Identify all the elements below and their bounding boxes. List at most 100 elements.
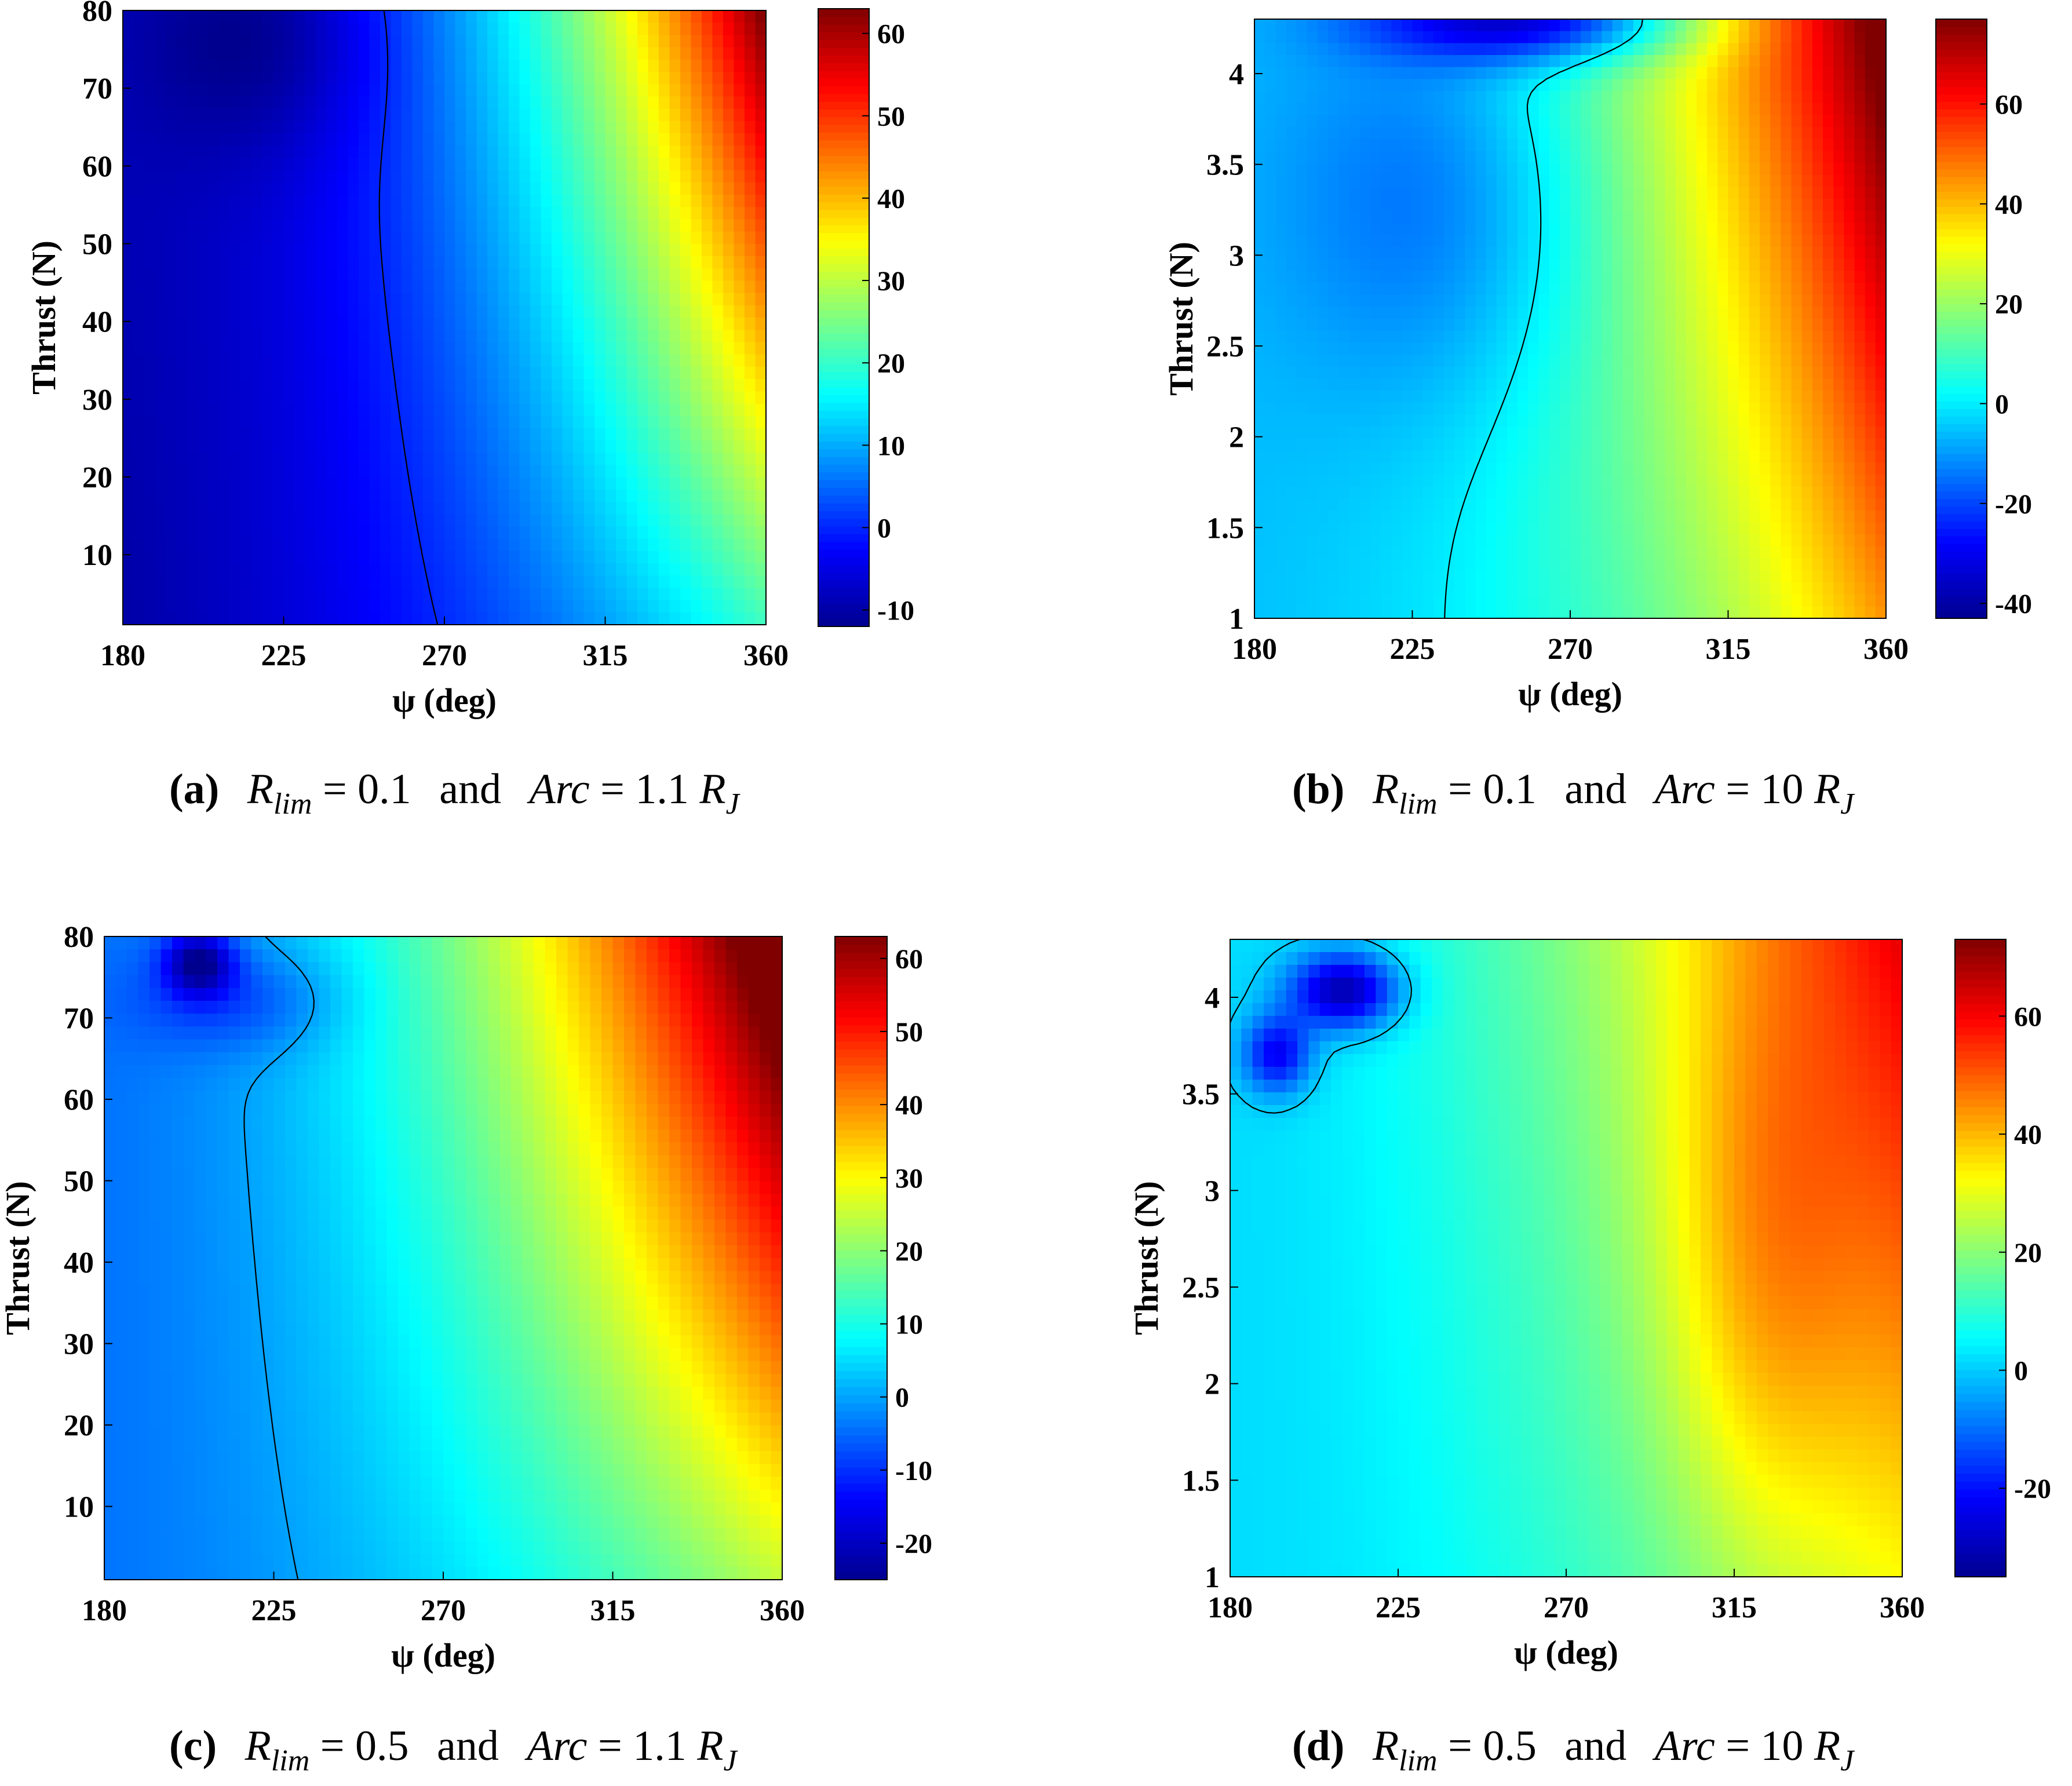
heatmap-cell: [198, 526, 209, 540]
heatmap-cell: [187, 305, 199, 318]
heatmap-cell: [1486, 498, 1497, 511]
heatmap-cell: [294, 170, 306, 183]
panel-a: 180 225 270 315 360 10 20 30 40 50 60 70 80 ψ (deg) Th…: [0, 0, 1036, 893]
heatmap-cell: [283, 219, 295, 232]
heatmap-cell: [123, 440, 134, 453]
heatmap-cell: [530, 268, 542, 282]
heatmap-cell: [1359, 127, 1371, 140]
heatmap-cell: [391, 268, 402, 282]
heatmap-cell: [326, 366, 338, 380]
heatmap-cell: [369, 551, 381, 564]
heatmap-cell: [316, 59, 327, 72]
heatmap-cell: [745, 72, 756, 85]
heatmap-cell: [1391, 235, 1403, 247]
heatmap-cell: [1338, 391, 1350, 403]
heatmap-cell: [1391, 115, 1403, 127]
heatmap-cell: [1528, 534, 1540, 547]
heatmap-cell: [1338, 450, 1350, 463]
heatmap-cell: [669, 502, 681, 515]
heatmap-cell: [1570, 31, 1581, 44]
heatmap-cell: [1475, 582, 1487, 595]
heatmap-cell: [552, 440, 563, 453]
heatmap-cell: [541, 23, 552, 36]
heatmap-cell: [734, 23, 745, 36]
heatmap-cell: [680, 575, 692, 589]
heatmap-cell: [1381, 438, 1392, 451]
heatmap-cell: [273, 305, 284, 318]
heatmap-cell: [305, 551, 316, 564]
heatmap-cell: [637, 158, 649, 171]
heatmap-cell: [755, 268, 767, 282]
heatmap-cell: [1433, 235, 1444, 247]
heatmap-cell: [637, 526, 649, 540]
heatmap-cell: [166, 59, 177, 72]
heatmap-cell: [316, 96, 327, 110]
heatmap-cell: [1612, 558, 1624, 571]
heatmap-cell: [626, 391, 638, 404]
heatmap-cell: [1517, 366, 1529, 380]
heatmap-cell: [305, 145, 316, 159]
heatmap-cell: [487, 526, 499, 540]
heatmap-cell: [1391, 55, 1403, 68]
colorbar-step: [818, 348, 869, 357]
heatmap-cell: [1622, 582, 1634, 595]
colorbar-step: [818, 402, 869, 411]
heatmap-cell: [305, 489, 316, 502]
heatmap-cell: [294, 453, 306, 466]
heatmap-cell: [283, 305, 295, 318]
heatmap-cell: [1349, 330, 1360, 344]
heatmap-cell: [509, 366, 520, 380]
heatmap-cell: [616, 10, 628, 23]
heatmap-cell: [348, 84, 359, 97]
heatmap-cell: [605, 84, 617, 97]
heatmap-cell: [1602, 427, 1613, 439]
heatmap-cell: [133, 84, 145, 97]
heatmap-cell: [305, 72, 316, 85]
heatmap-cell: [562, 158, 574, 171]
heatmap-cell: [1433, 402, 1444, 415]
heatmap-cell: [1622, 174, 1634, 188]
heatmap-cell: [1265, 210, 1276, 224]
heatmap-cell: [1507, 546, 1518, 559]
heatmap-cell: [412, 502, 424, 515]
heatmap-cell: [1475, 342, 1487, 355]
heatmap-cell: [541, 403, 552, 417]
heatmap-cell: [541, 219, 552, 232]
heatmap-cell: [391, 330, 402, 343]
heatmap-cell: [583, 354, 595, 367]
heatmap-cell: [702, 342, 713, 355]
heatmap-cell: [402, 403, 413, 417]
heatmap-cell: [1591, 414, 1603, 427]
heatmap-cell: [1422, 427, 1434, 439]
heatmap-cell: [1528, 558, 1540, 571]
heatmap-cell: [123, 47, 134, 60]
heatmap-cell: [1570, 534, 1581, 547]
heatmap-cell: [648, 354, 659, 367]
heatmap-cell: [669, 588, 681, 601]
heatmap-cell: [198, 182, 209, 195]
heatmap-cell: [583, 440, 595, 453]
heatmap-cell: [326, 170, 338, 183]
heatmap-cell: [1538, 330, 1550, 344]
heatmap-cell: [1517, 67, 1529, 80]
heatmap-cell: [1338, 138, 1350, 152]
heatmap-cell: [1465, 414, 1476, 427]
heatmap-cell: [337, 318, 349, 330]
heatmap-cell: [755, 158, 767, 171]
heatmap-cell: [552, 563, 563, 576]
heatmap-cell: [1528, 79, 1540, 92]
heatmap-cell: [133, 145, 145, 159]
heatmap-cell: [1328, 115, 1340, 127]
heatmap-cell: [1433, 271, 1444, 283]
heatmap-cell: [1402, 594, 1413, 607]
heatmap-cell: [1296, 246, 1308, 260]
heatmap-cell: [1265, 103, 1276, 116]
heatmap-cell: [1538, 355, 1550, 367]
heatmap-cell: [1507, 43, 1518, 56]
heatmap-cell: [648, 133, 659, 146]
heatmap-cell: [519, 342, 531, 355]
heatmap-cell: [369, 256, 381, 269]
heatmap-cell: [1286, 115, 1297, 127]
heatmap-cell: [1549, 522, 1560, 535]
heatmap-cell: [262, 453, 273, 466]
